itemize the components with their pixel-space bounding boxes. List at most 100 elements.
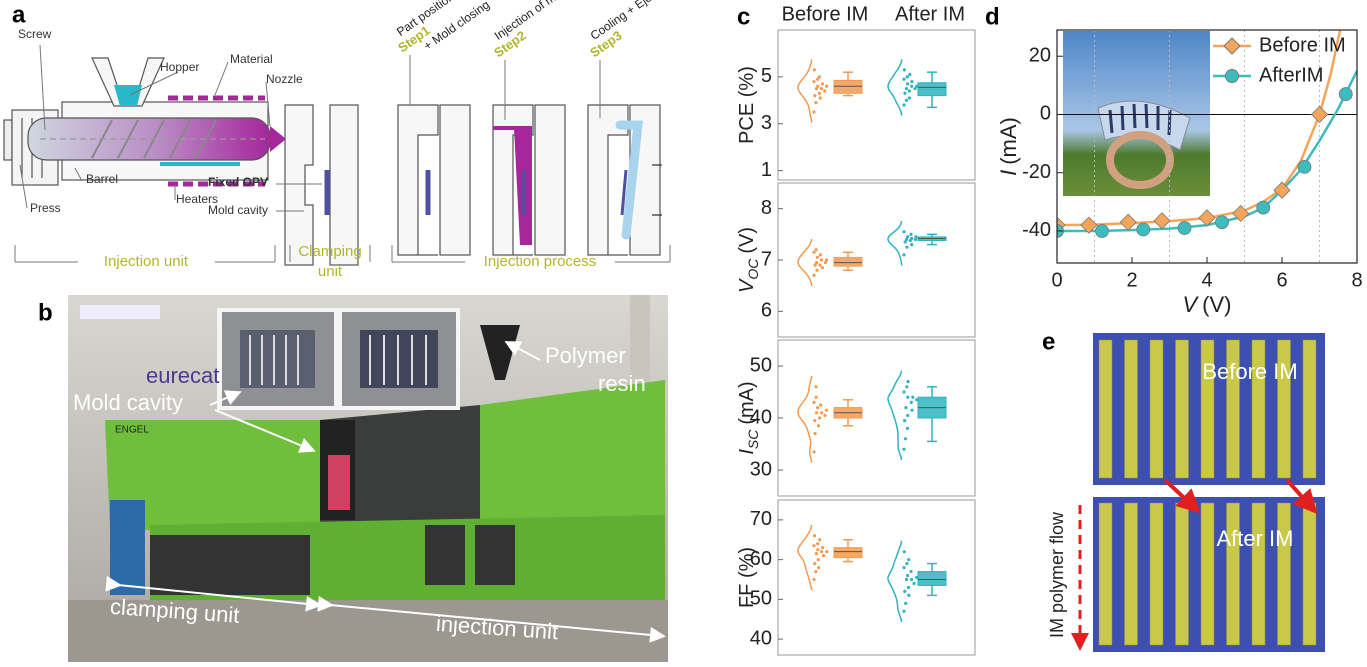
data-point bbox=[902, 103, 906, 107]
machine-photo bbox=[68, 295, 668, 662]
data-point bbox=[905, 385, 909, 389]
axis-label-unit: (V) bbox=[736, 227, 758, 254]
data-point bbox=[815, 268, 819, 272]
data-point bbox=[813, 263, 817, 267]
y-tick-label: 8 bbox=[761, 197, 772, 219]
data-point bbox=[906, 585, 911, 590]
data-point bbox=[814, 411, 819, 415]
y-tick-label: 5 bbox=[761, 65, 772, 87]
data-point bbox=[814, 86, 819, 91]
x-tick-label: 0 bbox=[1051, 269, 1062, 291]
data-point bbox=[817, 91, 822, 95]
data-point bbox=[813, 94, 817, 98]
data-point bbox=[904, 86, 909, 91]
axis-label: PCE (%) bbox=[736, 66, 758, 144]
data-point bbox=[905, 245, 909, 249]
data-point bbox=[913, 86, 917, 91]
plot-frame bbox=[777, 182, 976, 338]
data-point bbox=[817, 416, 822, 420]
axis-label-text: FF (%) bbox=[736, 547, 758, 608]
device-photo bbox=[1063, 31, 1210, 196]
label: Mold cavity bbox=[208, 203, 268, 217]
stripe bbox=[1251, 339, 1266, 479]
data-point bbox=[904, 406, 908, 410]
section-label: Injection process bbox=[484, 253, 597, 270]
violin bbox=[887, 59, 903, 116]
data-point bbox=[902, 609, 906, 613]
y-tick-label: 30 bbox=[750, 458, 772, 480]
section-label: Clamping bbox=[298, 243, 361, 260]
y-tick-label: 0 bbox=[1040, 103, 1051, 125]
data-point bbox=[814, 552, 818, 556]
axis-label-symbol: I bbox=[736, 449, 758, 455]
marker bbox=[1136, 222, 1151, 237]
data-point bbox=[906, 380, 910, 384]
data-point bbox=[818, 253, 822, 257]
data-point bbox=[825, 550, 829, 554]
data-point bbox=[814, 395, 818, 399]
data-point bbox=[824, 408, 829, 412]
stripe bbox=[1098, 339, 1113, 479]
stripe bbox=[1124, 339, 1138, 479]
data-point bbox=[815, 255, 820, 260]
legend-marker bbox=[1223, 37, 1241, 55]
data-point bbox=[910, 236, 914, 241]
data-point bbox=[818, 538, 822, 542]
data-point bbox=[814, 385, 818, 389]
axis-label-unit: (mA) bbox=[996, 117, 1021, 165]
box bbox=[833, 256, 863, 267]
panel-label: a bbox=[12, 1, 26, 28]
data-point bbox=[904, 601, 908, 605]
axis-label: ISC (mA) bbox=[736, 381, 760, 454]
data-point bbox=[820, 82, 825, 86]
section-label: unit bbox=[318, 263, 343, 280]
data-point bbox=[819, 403, 823, 407]
data-point bbox=[813, 419, 817, 423]
axis-label-sub: OC bbox=[745, 258, 761, 280]
violin bbox=[887, 220, 903, 266]
label: Polymer bbox=[545, 343, 626, 368]
column-header: After IM bbox=[895, 3, 965, 25]
axis-label-symbol: I bbox=[996, 170, 1021, 176]
violin bbox=[797, 59, 813, 123]
legend-marker bbox=[1225, 69, 1239, 83]
violin bbox=[797, 375, 813, 463]
axis-label-symbol: V bbox=[1182, 292, 1199, 317]
data-point bbox=[902, 230, 906, 234]
marker bbox=[1273, 181, 1291, 199]
axis-label-symbol: V bbox=[736, 278, 758, 293]
y-tick-label: 50 bbox=[750, 588, 772, 610]
stripe bbox=[1251, 502, 1266, 646]
data-point bbox=[902, 390, 906, 394]
data-point bbox=[904, 237, 909, 242]
y-tick-label: 20 bbox=[1029, 44, 1051, 66]
data-point bbox=[902, 447, 906, 451]
legend-label: Before IM bbox=[1259, 34, 1346, 56]
data-point bbox=[911, 395, 915, 399]
box bbox=[917, 82, 947, 97]
data-point bbox=[903, 437, 908, 441]
y-tick-label: 70 bbox=[750, 508, 772, 530]
axis-label-unit: (mA) bbox=[736, 381, 758, 424]
y-tick-label: 60 bbox=[750, 548, 772, 570]
data-point bbox=[902, 550, 906, 554]
data-point bbox=[907, 558, 911, 562]
x-tick-label: 2 bbox=[1126, 269, 1137, 291]
data-point bbox=[823, 413, 827, 417]
data-point bbox=[818, 263, 822, 267]
data-point bbox=[913, 237, 917, 242]
data-point bbox=[819, 258, 824, 262]
y-tick-label: 6 bbox=[761, 300, 772, 322]
data-point bbox=[909, 569, 913, 574]
data-point bbox=[903, 419, 907, 423]
data-point bbox=[907, 593, 911, 597]
stripe bbox=[1098, 502, 1113, 646]
label: Mold cavity bbox=[73, 390, 183, 415]
data-point bbox=[906, 413, 910, 417]
data-point bbox=[908, 72, 912, 77]
data-point bbox=[909, 400, 913, 404]
axis-label: FF (%) bbox=[736, 547, 758, 608]
data-point bbox=[905, 426, 910, 430]
data-point bbox=[905, 235, 910, 239]
label: Fixed OPV bbox=[208, 175, 268, 189]
